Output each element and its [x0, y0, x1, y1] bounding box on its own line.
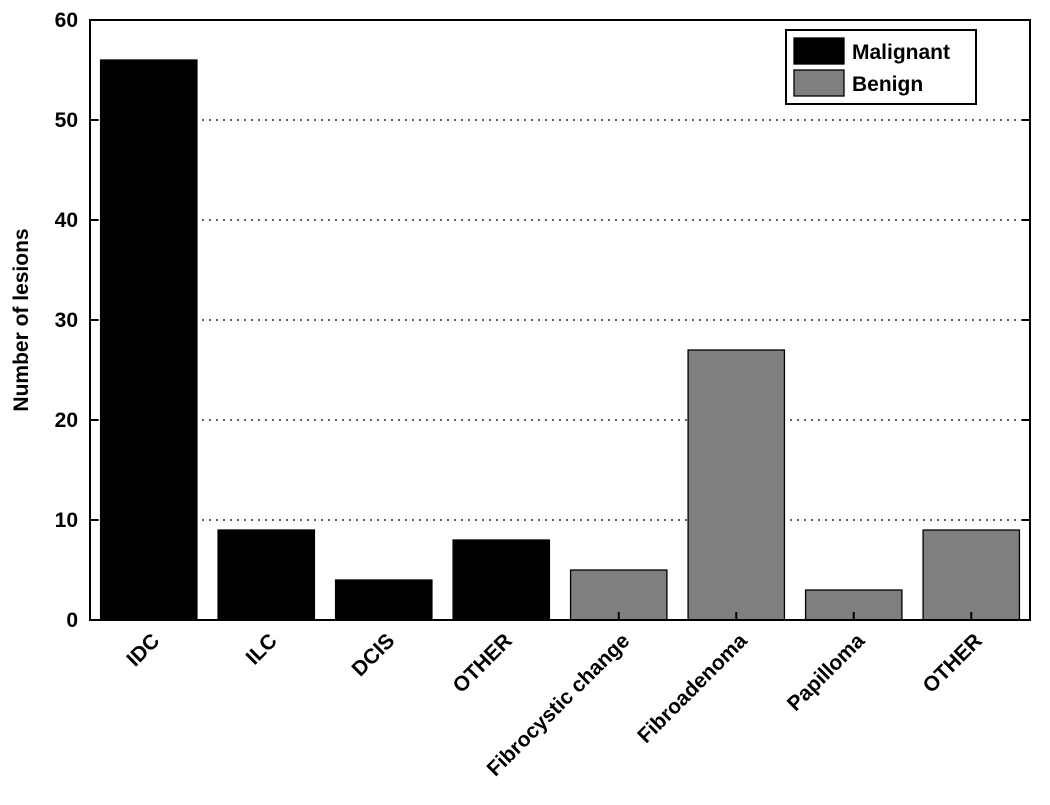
- bar-benign: [687, 349, 786, 621]
- legend-swatch: [793, 37, 845, 65]
- legend-label: Malignant: [852, 41, 950, 64]
- x-tick-label: IDC: [122, 629, 164, 671]
- y-axis-title: Number of lesions: [10, 228, 33, 411]
- bar-malignant: [452, 539, 551, 621]
- x-tick-label: Fibroadenoma: [633, 629, 752, 748]
- y-tick-label: 0: [66, 609, 78, 632]
- legend-label: Benign: [852, 73, 923, 96]
- x-tick-label: DCIS: [348, 629, 400, 681]
- y-tick-label: 10: [55, 509, 78, 532]
- y-tick-label: 50: [55, 109, 78, 132]
- legend-swatch: [793, 69, 845, 97]
- y-axis-ticks: 0 10 20 30 40 50 60: [55, 9, 1030, 632]
- x-tick-label: ILC: [242, 629, 282, 669]
- y-tick-label: 60: [55, 9, 78, 32]
- x-tick-label: OTHER: [449, 629, 517, 697]
- bar-malignant: [217, 529, 316, 621]
- bars: [99, 59, 1021, 621]
- bar-benign: [922, 529, 1021, 621]
- gridlines: [90, 119, 1030, 521]
- legend: Malignant Benign: [785, 29, 977, 105]
- x-tick-label: OTHER: [919, 629, 987, 697]
- x-tick-label: Papilloma: [783, 629, 870, 716]
- bar-malignant: [99, 59, 198, 621]
- y-tick-label: 30: [55, 309, 78, 332]
- y-tick-label: 40: [55, 209, 78, 232]
- y-tick-label: 20: [55, 409, 78, 432]
